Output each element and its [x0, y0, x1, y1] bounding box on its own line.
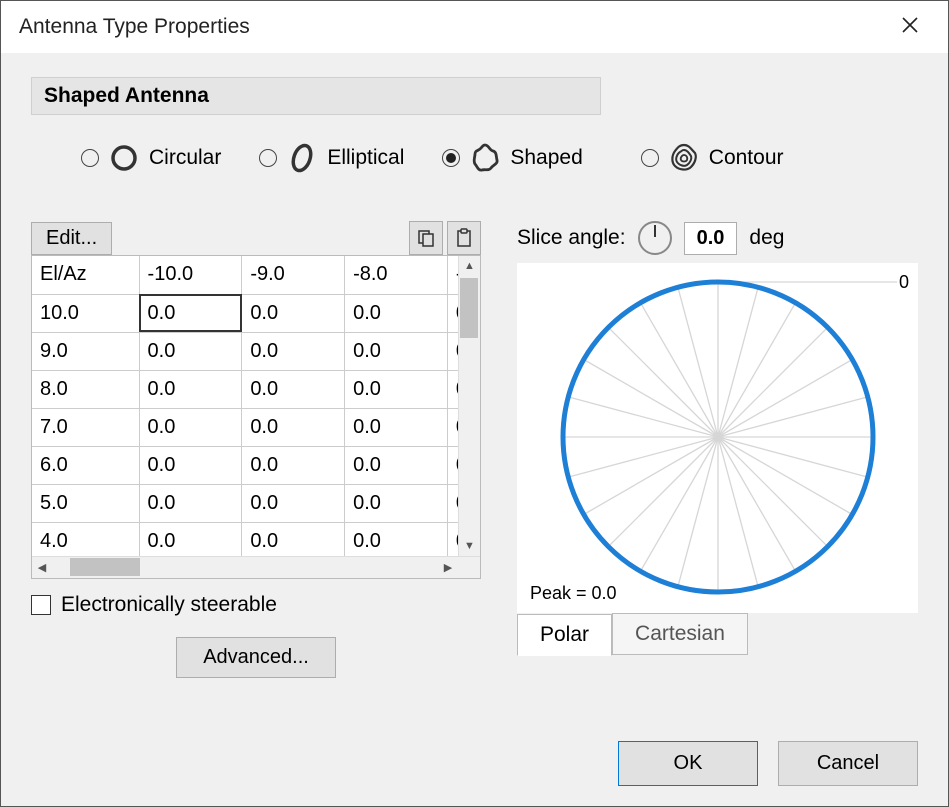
shaped-icon [468, 141, 502, 175]
steerable-checkbox-row[interactable]: Electronically steerable [31, 593, 481, 617]
table-cell[interactable]: 0.0 [139, 294, 242, 332]
radio-indicator [259, 149, 277, 167]
row-header[interactable]: 9.0 [32, 332, 139, 370]
table-cell[interactable]: 0.0 [242, 484, 345, 522]
copy-button[interactable] [409, 221, 443, 255]
cancel-button[interactable]: Cancel [778, 741, 918, 786]
row-header[interactable]: 7.0 [32, 408, 139, 446]
scroll-thumb[interactable] [460, 278, 478, 338]
radio-label: Circular [149, 146, 221, 170]
table-cell[interactable]: 0.0 [139, 332, 242, 370]
close-icon[interactable] [890, 14, 930, 40]
tab-cartesian[interactable]: Cartesian [612, 613, 748, 655]
horizontal-scrollbar[interactable]: ◀ ▶ [32, 556, 480, 578]
edit-button[interactable]: Edit... [31, 222, 112, 255]
radio-contour[interactable]: Contour [641, 141, 784, 175]
slice-label: Slice angle: [517, 226, 626, 250]
checkbox-box[interactable] [31, 595, 51, 615]
data-table[interactable]: El/Az-10.0-9.0-8.0-10.00.00.00.009.00.00… [32, 256, 480, 556]
content-area: Shaped Antenna Circular Elliptical [1, 53, 948, 806]
peak-label: Peak = 0.0 [530, 583, 617, 604]
window-title: Antenna Type Properties [19, 15, 250, 39]
paste-icon [454, 228, 474, 248]
titlebar: Antenna Type Properties [1, 1, 948, 53]
table-cell[interactable]: 0.0 [345, 408, 448, 446]
radio-indicator [641, 149, 659, 167]
table-cell[interactable]: 0.0 [345, 370, 448, 408]
table-cell[interactable]: 0.0 [242, 522, 345, 556]
row-header[interactable]: 10.0 [32, 294, 139, 332]
slice-angle-row: Slice angle: 0.0 deg [517, 221, 918, 255]
table-cell[interactable]: 0.0 [345, 446, 448, 484]
radio-indicator [81, 149, 99, 167]
scroll-right-icon[interactable]: ▶ [438, 557, 458, 578]
radio-circular[interactable]: Circular [81, 141, 221, 175]
radio-label: Contour [709, 146, 784, 170]
row-header[interactable]: 8.0 [32, 370, 139, 408]
checkbox-label: Electronically steerable [61, 593, 277, 617]
table-cell[interactable]: 0.0 [345, 294, 448, 332]
table-toolbar: Edit... [31, 221, 481, 255]
row-header[interactable]: 6.0 [32, 446, 139, 484]
copy-icon [416, 228, 436, 248]
paste-button[interactable] [447, 221, 481, 255]
radio-shaped[interactable]: Shaped [442, 141, 582, 175]
chart-tabs: Polar Cartesian [517, 613, 918, 655]
table-cell[interactable]: 0.0 [345, 522, 448, 556]
table-cell[interactable]: 0.0 [139, 370, 242, 408]
radio-elliptical[interactable]: Elliptical [259, 141, 404, 175]
contour-icon [667, 141, 701, 175]
table-cell[interactable]: 0.0 [139, 446, 242, 484]
antenna-type-radios: Circular Elliptical Shaped [31, 141, 918, 175]
row-header[interactable]: 5.0 [32, 484, 139, 522]
footer-buttons: OK Cancel [618, 741, 918, 786]
polar-svg [528, 272, 908, 602]
radio-label: Shaped [510, 146, 582, 170]
section-header: Shaped Antenna [31, 77, 601, 115]
ok-button[interactable]: OK [618, 741, 758, 786]
scroll-up-icon[interactable]: ▲ [459, 256, 480, 276]
scroll-thumb[interactable] [70, 558, 140, 576]
circular-icon [107, 141, 141, 175]
dialog-window: Antenna Type Properties Shaped Antenna C… [0, 0, 949, 807]
polar-tick-label: 0 [899, 272, 909, 293]
row-header[interactable]: 4.0 [32, 522, 139, 556]
col-header[interactable]: -10.0 [139, 256, 242, 294]
elliptical-icon [285, 141, 319, 175]
data-table-container: El/Az-10.0-9.0-8.0-10.00.00.00.009.00.00… [31, 255, 481, 579]
table-cell[interactable]: 0.0 [345, 484, 448, 522]
vertical-scrollbar[interactable]: ▲ ▼ [458, 256, 480, 556]
dial-icon[interactable] [638, 221, 672, 255]
table-cell[interactable]: 0.0 [139, 484, 242, 522]
table-cell[interactable]: 0.0 [242, 408, 345, 446]
table-cell[interactable]: 0.0 [242, 332, 345, 370]
slice-unit: deg [749, 226, 784, 250]
table-cell[interactable]: 0.0 [242, 446, 345, 484]
radio-label: Elliptical [327, 146, 404, 170]
polar-chart: 0 Peak = 0.0 [517, 263, 918, 613]
col-header[interactable]: -8.0 [345, 256, 448, 294]
scroll-down-icon[interactable]: ▼ [459, 536, 480, 556]
table-cell[interactable]: 0.0 [242, 370, 345, 408]
table-cell[interactable]: 0.0 [139, 408, 242, 446]
table-cell[interactable]: 0.0 [242, 294, 345, 332]
col-header[interactable]: -9.0 [242, 256, 345, 294]
tab-polar[interactable]: Polar [517, 614, 612, 656]
scroll-left-icon[interactable]: ◀ [32, 557, 52, 578]
advanced-button[interactable]: Advanced... [176, 637, 336, 678]
slice-value-input[interactable]: 0.0 [684, 222, 738, 255]
table-corner: El/Az [32, 256, 139, 294]
table-cell[interactable]: 0.0 [345, 332, 448, 370]
table-cell[interactable]: 0.0 [139, 522, 242, 556]
radio-indicator [442, 149, 460, 167]
